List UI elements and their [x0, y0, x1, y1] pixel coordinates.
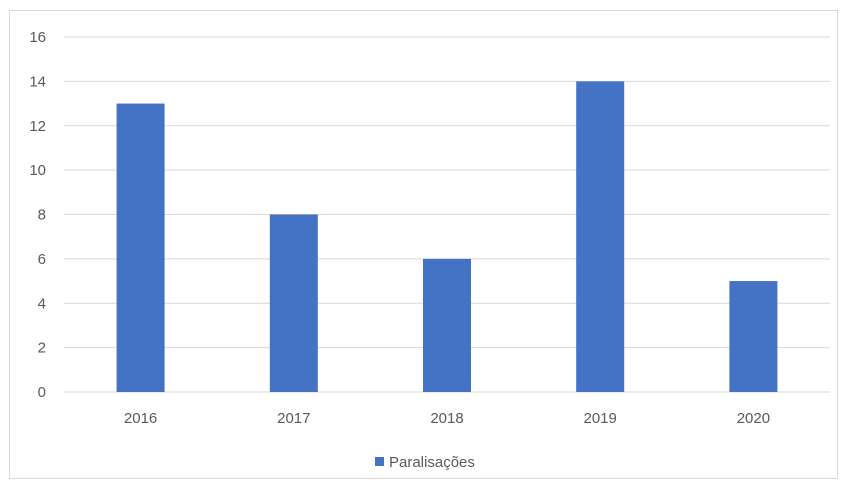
bar-2020[interactable] [729, 281, 778, 392]
legend-label: Paralisações [389, 454, 475, 471]
y-tick-label: 8 [38, 207, 46, 224]
y-tick-label: 14 [29, 73, 46, 90]
y-tick-label: 6 [38, 251, 46, 268]
y-tick-label: 2 [38, 340, 46, 357]
x-tick-label: 2019 [584, 410, 617, 427]
x-tick-label: 2020 [737, 410, 770, 427]
y-axis-ticks: 0 2 4 6 8 10 12 14 16 [29, 29, 46, 401]
y-tick-label: 0 [38, 384, 46, 401]
legend[interactable]: Paralisações [375, 454, 475, 471]
y-tick-label: 16 [29, 29, 46, 46]
gridlines [64, 36, 830, 393]
x-tick-label: 2016 [124, 410, 157, 427]
bar-2017[interactable] [269, 214, 318, 393]
x-axis-ticks: 2016 2017 2018 2019 2020 [124, 410, 770, 427]
bar-2016[interactable] [116, 103, 165, 392]
x-tick-label: 2018 [430, 410, 463, 427]
bar-2019[interactable] [576, 81, 625, 392]
x-tick-label: 2017 [277, 410, 310, 427]
bar-2018[interactable] [423, 258, 471, 392]
y-tick-label: 10 [29, 162, 46, 179]
y-tick-label: 4 [38, 295, 46, 312]
y-tick-label: 12 [29, 118, 46, 135]
bars [116, 81, 778, 393]
legend-swatch [375, 457, 384, 466]
